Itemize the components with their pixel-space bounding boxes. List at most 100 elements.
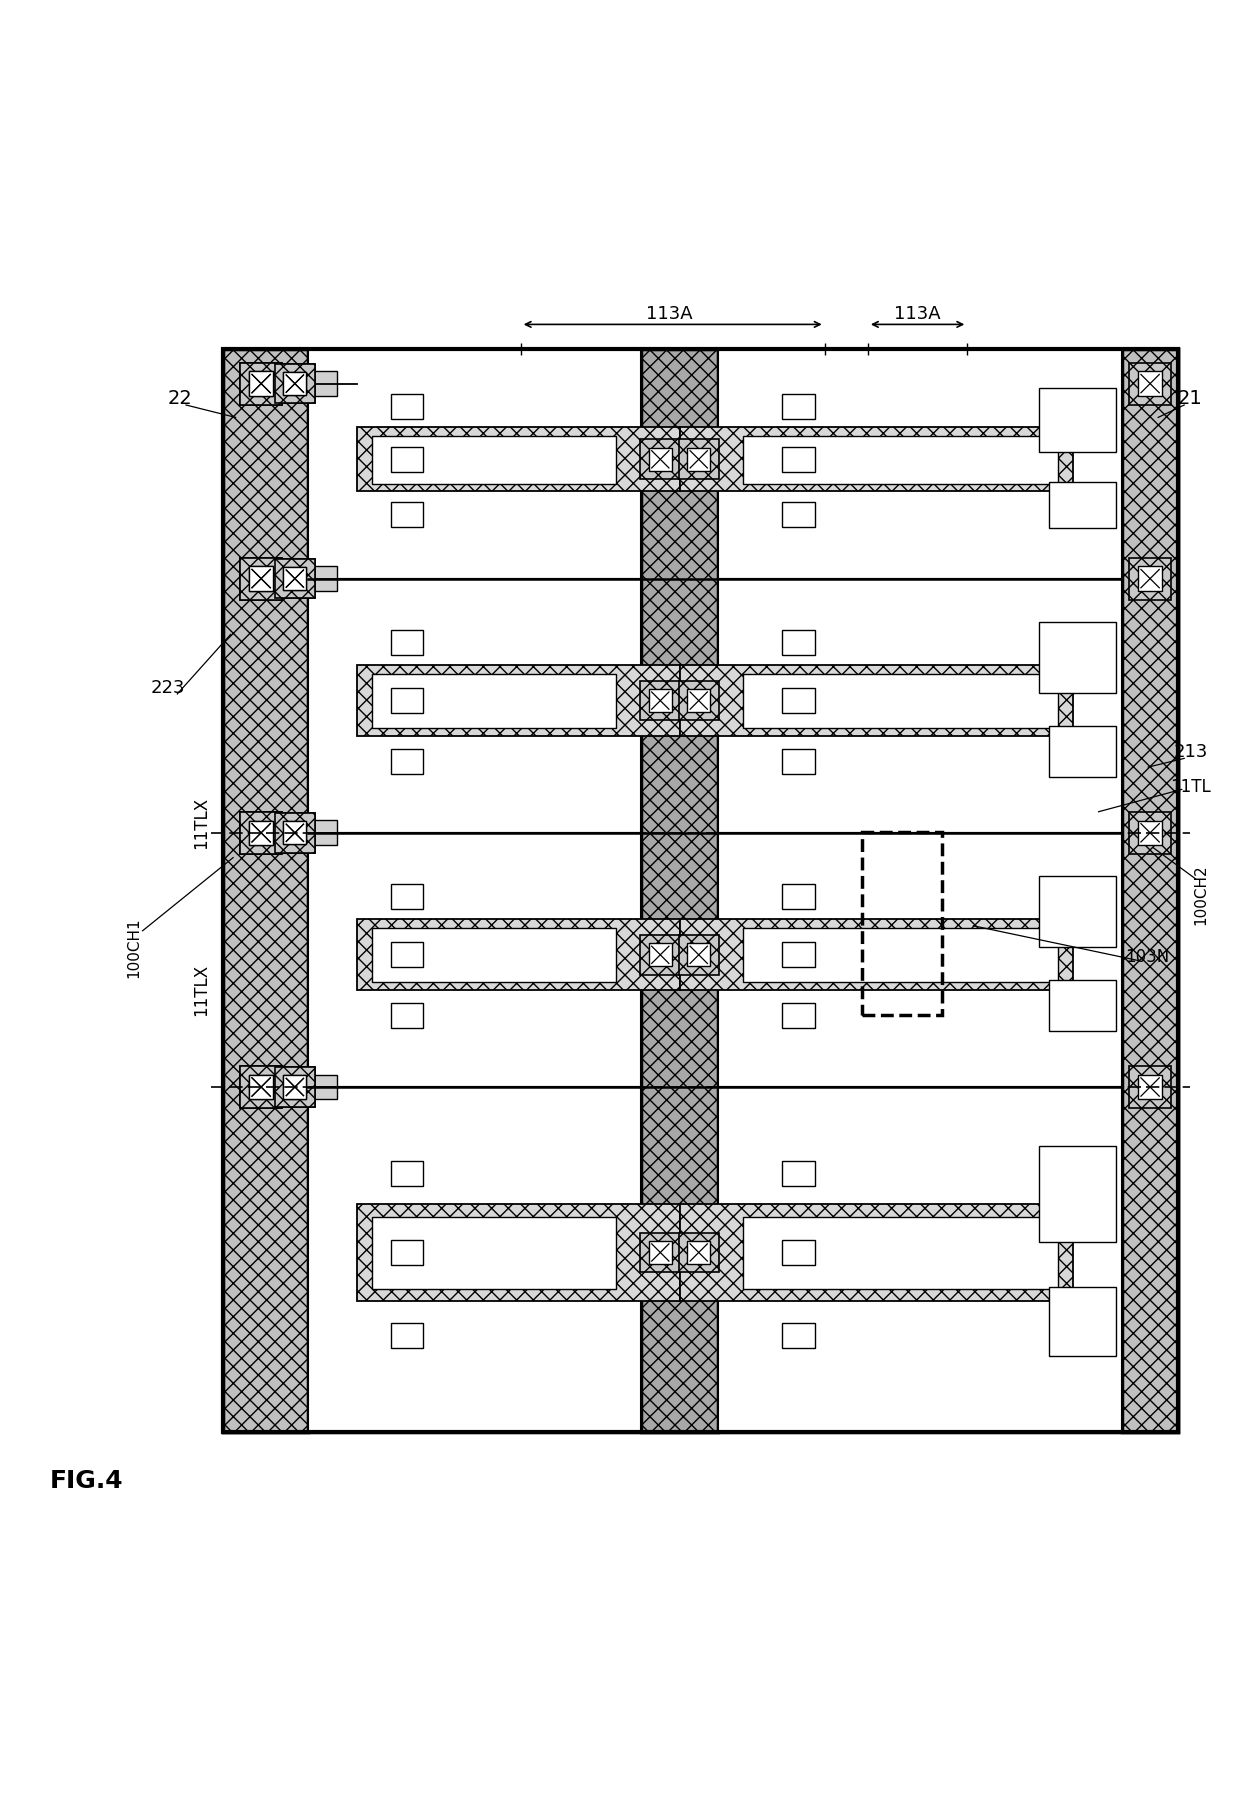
Bar: [223, 350, 1178, 1433]
Bar: [275, 1067, 315, 1106]
Bar: [687, 449, 711, 470]
Bar: [640, 681, 680, 721]
Bar: [357, 427, 680, 492]
Bar: [743, 674, 1058, 728]
Bar: [357, 665, 680, 737]
Bar: [357, 919, 680, 991]
Text: 11TL: 11TL: [1171, 778, 1210, 796]
Bar: [275, 559, 315, 598]
Bar: [241, 1067, 283, 1108]
Bar: [782, 885, 815, 908]
Bar: [1128, 811, 1171, 854]
Bar: [743, 928, 1058, 982]
Text: 22: 22: [167, 389, 192, 409]
Text: 213: 213: [1173, 742, 1208, 760]
Bar: [782, 942, 815, 968]
Bar: [241, 1067, 283, 1108]
Bar: [284, 1076, 306, 1099]
Bar: [241, 557, 283, 600]
Bar: [249, 1074, 273, 1099]
Bar: [391, 1160, 423, 1186]
Bar: [391, 1323, 423, 1348]
Bar: [649, 449, 672, 470]
Text: 11TLX: 11TLX: [192, 796, 210, 849]
Bar: [241, 820, 337, 845]
Bar: [284, 1076, 306, 1099]
Bar: [284, 568, 306, 589]
Bar: [1128, 1067, 1171, 1108]
Bar: [1039, 622, 1116, 694]
Bar: [782, 629, 815, 654]
Text: 113A: 113A: [646, 306, 693, 324]
Bar: [391, 688, 423, 714]
Bar: [782, 1160, 815, 1186]
Bar: [640, 1233, 680, 1272]
Bar: [249, 820, 273, 845]
Bar: [782, 1240, 815, 1265]
Bar: [275, 364, 315, 404]
Bar: [718, 350, 1122, 578]
Bar: [782, 503, 815, 526]
Bar: [284, 822, 306, 845]
Bar: [223, 350, 1178, 1433]
Text: 11TLX: 11TLX: [192, 964, 210, 1016]
Bar: [241, 362, 283, 405]
Bar: [241, 811, 283, 854]
Bar: [687, 688, 711, 712]
Bar: [241, 371, 337, 396]
Bar: [641, 350, 718, 1433]
Bar: [284, 371, 306, 395]
Bar: [782, 447, 815, 472]
Bar: [782, 750, 815, 775]
Bar: [275, 813, 315, 852]
Bar: [640, 935, 680, 975]
Bar: [743, 1216, 1058, 1288]
Bar: [241, 557, 283, 600]
Bar: [649, 688, 672, 712]
Bar: [782, 688, 815, 714]
Bar: [718, 833, 1122, 1087]
Bar: [782, 1323, 815, 1348]
Bar: [680, 427, 1073, 492]
Bar: [275, 1067, 315, 1106]
Text: 223: 223: [150, 679, 185, 697]
Bar: [249, 566, 273, 591]
Bar: [680, 681, 719, 721]
Bar: [649, 1242, 672, 1263]
Bar: [372, 928, 616, 982]
Bar: [391, 395, 423, 418]
Bar: [391, 750, 423, 775]
Bar: [1049, 726, 1116, 777]
Bar: [308, 833, 641, 1087]
Bar: [284, 822, 306, 845]
Bar: [782, 1004, 815, 1029]
Bar: [687, 1242, 711, 1263]
Bar: [391, 1240, 423, 1265]
Bar: [391, 503, 423, 526]
Bar: [391, 942, 423, 968]
Bar: [1049, 483, 1116, 528]
Bar: [1039, 387, 1116, 452]
Bar: [391, 629, 423, 654]
Bar: [1122, 350, 1178, 1433]
Bar: [391, 447, 423, 472]
Bar: [680, 1204, 1073, 1301]
Bar: [1138, 1074, 1162, 1099]
Bar: [241, 1074, 337, 1099]
Text: 113A: 113A: [894, 306, 941, 324]
Bar: [284, 568, 306, 589]
Bar: [357, 1204, 680, 1301]
Bar: [1138, 566, 1162, 591]
Bar: [241, 362, 283, 405]
Bar: [718, 1087, 1122, 1433]
Bar: [241, 811, 283, 854]
Text: 100CH1: 100CH1: [126, 917, 141, 978]
Bar: [391, 885, 423, 908]
Bar: [249, 1074, 273, 1099]
Bar: [249, 566, 273, 591]
Bar: [372, 436, 616, 483]
Bar: [1138, 820, 1162, 845]
Bar: [782, 395, 815, 418]
Bar: [640, 440, 680, 479]
Bar: [275, 559, 315, 598]
